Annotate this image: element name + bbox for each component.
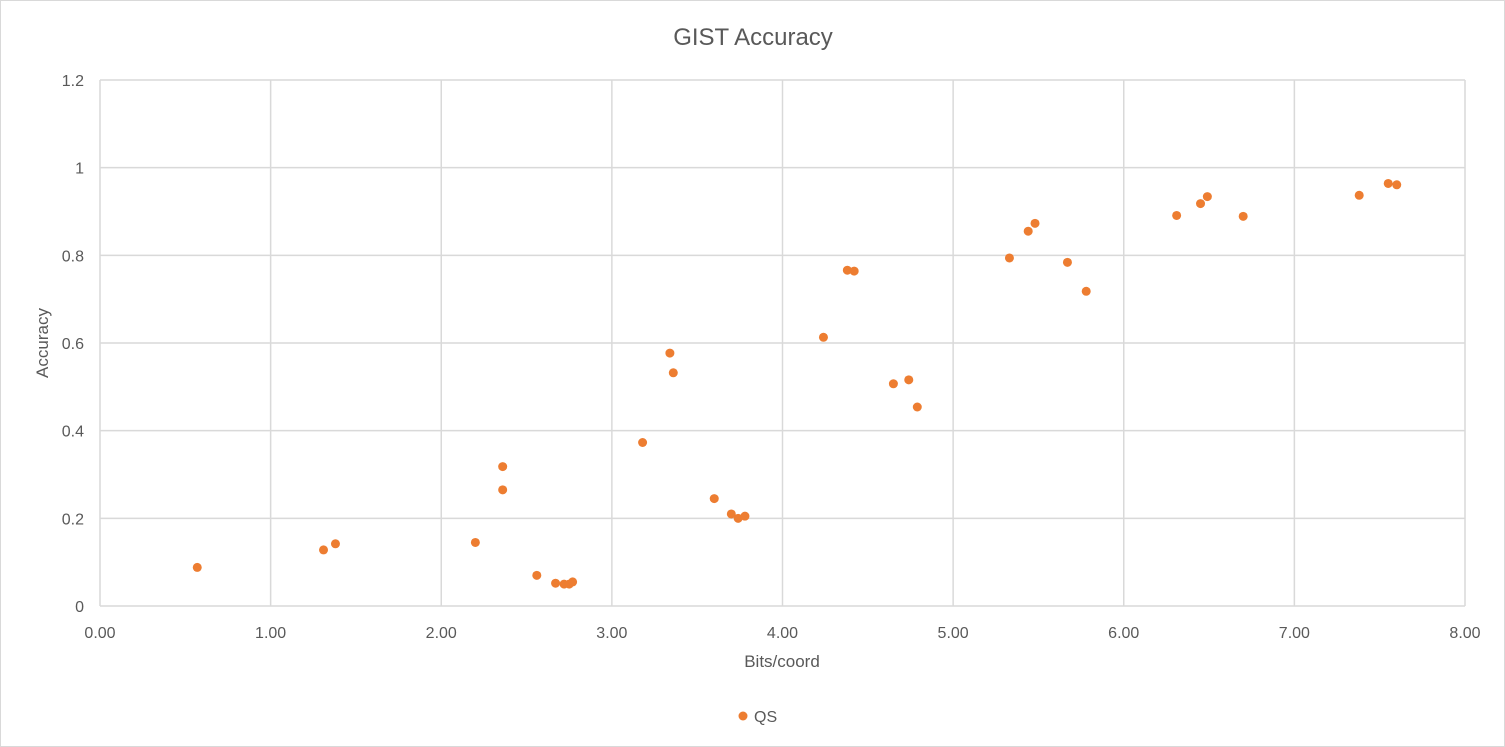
data-point — [470, 537, 480, 547]
data-points — [192, 178, 1402, 589]
x-tick-label: 5.00 — [938, 625, 969, 642]
y-tick-label: 0.6 — [62, 336, 84, 353]
y-tick-label: 0.8 — [62, 248, 84, 265]
data-point — [1172, 210, 1182, 220]
data-point — [665, 348, 675, 358]
x-tick-label: 3.00 — [596, 625, 627, 642]
data-point — [1238, 211, 1248, 221]
data-point — [532, 570, 542, 580]
legend: QS — [738, 709, 777, 726]
y-tick-label: 0.4 — [62, 424, 84, 441]
data-point — [1062, 257, 1072, 267]
y-axis-label: Accuracy — [33, 308, 52, 378]
x-tick-label: 1.00 — [255, 625, 286, 642]
data-point — [1030, 218, 1040, 228]
data-point — [1004, 253, 1014, 263]
data-point — [498, 485, 508, 495]
data-point — [668, 368, 678, 378]
y-tick-label: 1 — [75, 161, 84, 178]
data-point — [849, 266, 859, 276]
x-tick-label: 6.00 — [1108, 625, 1139, 642]
data-point — [842, 265, 852, 275]
data-point — [1354, 190, 1364, 200]
x-tick-label: 7.00 — [1279, 625, 1310, 642]
y-tick-label: 0 — [75, 599, 84, 616]
x-tick-label: 2.00 — [426, 625, 457, 642]
data-point — [568, 577, 578, 587]
data-point — [1202, 192, 1212, 202]
legend-marker-qs — [738, 711, 748, 721]
data-point — [638, 438, 648, 448]
data-point — [1383, 178, 1393, 188]
grid-lines — [99, 79, 1466, 607]
x-tick-label: 0.00 — [84, 625, 115, 642]
y-tick-label: 0.2 — [62, 511, 84, 528]
data-point — [709, 494, 719, 504]
data-point — [1196, 199, 1206, 209]
data-point — [726, 509, 736, 519]
data-point — [330, 539, 340, 549]
y-tick-label: 1.2 — [62, 73, 84, 90]
legend-label-qs: QS — [754, 709, 777, 726]
data-point — [498, 462, 508, 472]
data-point — [1392, 180, 1402, 190]
data-point — [1023, 226, 1033, 236]
data-point — [551, 578, 561, 588]
data-point — [740, 511, 750, 521]
x-tick-label: 4.00 — [767, 625, 798, 642]
data-point — [904, 375, 914, 385]
data-point — [1081, 286, 1091, 296]
data-point — [888, 379, 898, 389]
x-tick-label: 8.00 — [1449, 625, 1480, 642]
tick-labels: 0 0.2 0.4 0.6 0.8 1 1.2 0.00 1.00 2.00 3.00 4.00 5.0… — [62, 73, 1481, 642]
data-point — [912, 402, 922, 412]
data-point — [319, 545, 329, 555]
data-point — [192, 562, 202, 572]
chart-title: GIST Accuracy — [673, 24, 833, 51]
data-point — [733, 513, 743, 523]
data-point — [818, 332, 828, 342]
x-axis-label: Bits/coord — [744, 652, 820, 671]
